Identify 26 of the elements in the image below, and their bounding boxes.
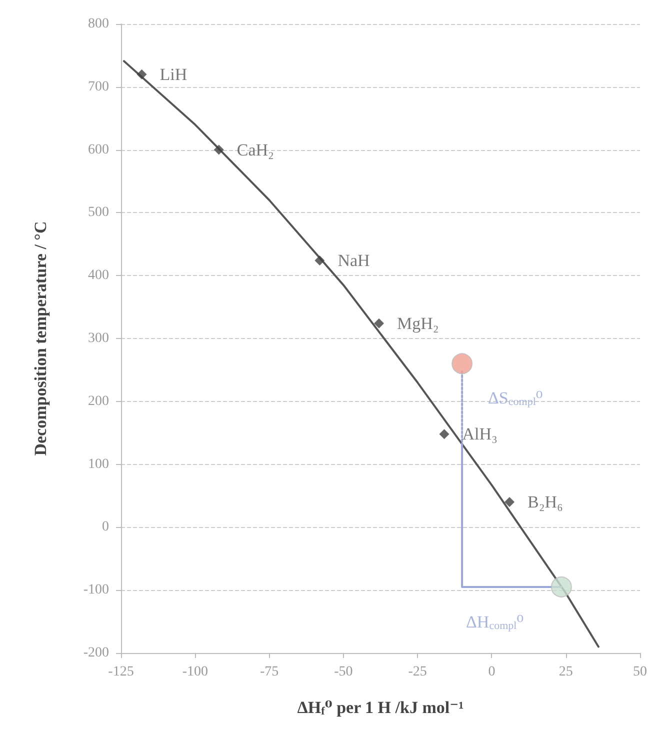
data-label: B₂H₆: [528, 492, 564, 512]
x-tick-label: -25: [408, 664, 427, 680]
x-tick-label: -125: [108, 664, 134, 680]
x-tick-label: -50: [334, 664, 353, 680]
y-tick-label: 800: [88, 16, 109, 32]
data-label: LiH: [160, 64, 188, 84]
x-tick-label: 0: [488, 664, 496, 680]
y-tick-label: 600: [88, 142, 109, 158]
y-tick-label: 500: [88, 205, 109, 220]
x-tick-label: -75: [260, 664, 279, 680]
x-tick-label: -100: [182, 664, 208, 680]
y-axis-title: Decomposition temperature / °C: [31, 221, 50, 456]
x-tick-label: 25: [558, 664, 573, 680]
y-tick-label: -100: [83, 582, 109, 598]
data-label: CaH₂: [236, 140, 274, 160]
y-tick-label: 200: [88, 394, 109, 409]
y-tick-label: 400: [88, 268, 109, 284]
data-label: AlH₃: [462, 424, 498, 444]
x-tick-label: 50: [633, 664, 647, 680]
y-tick-label: 300: [88, 331, 109, 346]
y-tick-label: 0: [102, 520, 109, 535]
data-label: MgH₂: [397, 314, 439, 333]
y-tick-label: -200: [83, 646, 109, 660]
y-tick-label: 100: [88, 456, 109, 472]
data-label: NaH: [338, 251, 370, 270]
y-tick-label: 700: [88, 79, 109, 94]
